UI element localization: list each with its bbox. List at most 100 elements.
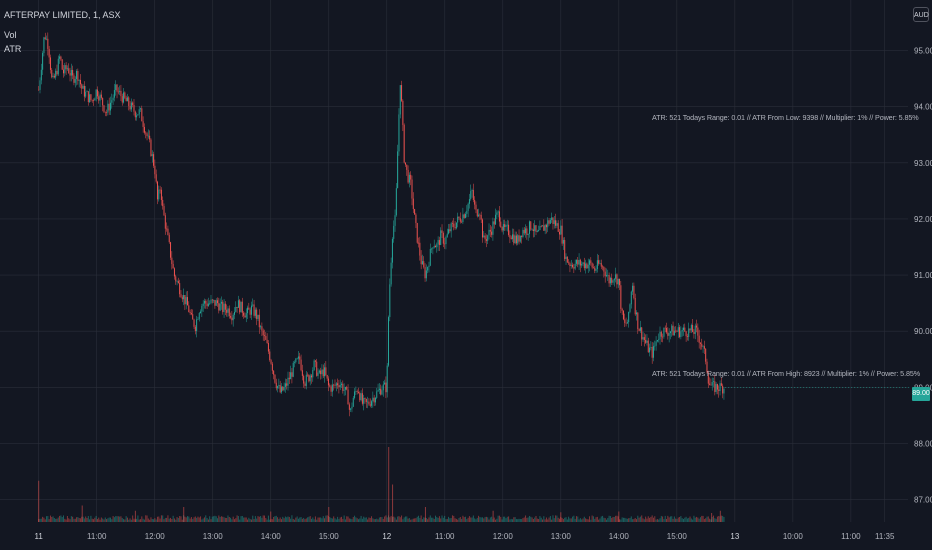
volume-bar xyxy=(637,515,639,522)
volume-bar xyxy=(59,515,61,522)
candle-body xyxy=(512,234,514,240)
candle-body xyxy=(446,233,448,238)
candle-body xyxy=(309,375,311,382)
volume-bar xyxy=(100,517,102,522)
volume-bar xyxy=(126,517,128,522)
candle-body xyxy=(113,90,115,98)
candle-body xyxy=(335,383,337,386)
volume-bar xyxy=(595,517,597,522)
candle-body xyxy=(698,335,700,343)
candle-body xyxy=(450,223,452,232)
candle-body xyxy=(522,229,524,237)
volume-bar xyxy=(467,517,469,522)
time-axis[interactable]: 11 11:00 12:00 13:00 14:00 15:00 12 11:00 12:00 1… xyxy=(35,532,895,541)
volume-bar xyxy=(404,516,406,522)
candle-body xyxy=(235,306,237,312)
volume-bar xyxy=(301,518,303,522)
candle-body xyxy=(90,94,92,100)
volume-bar xyxy=(596,516,598,522)
candle-body xyxy=(166,228,168,230)
volume-bar xyxy=(48,519,50,522)
candle-body xyxy=(461,221,463,223)
volume-bar xyxy=(615,515,617,522)
volume-bar xyxy=(415,518,417,522)
candle-body xyxy=(57,58,59,75)
volume-bar xyxy=(94,517,96,522)
candle-body xyxy=(283,386,285,391)
candle-body xyxy=(310,375,312,378)
candle-body xyxy=(304,383,306,386)
volume-bar xyxy=(337,516,339,522)
candle-body xyxy=(254,309,256,316)
candle-body xyxy=(639,327,641,331)
volume-bar xyxy=(689,516,691,522)
volume-spike xyxy=(719,510,721,522)
candle-body xyxy=(468,199,470,204)
volume-bar xyxy=(248,517,250,522)
volume-bar xyxy=(586,519,588,522)
candle-body xyxy=(261,326,263,331)
volume-bar xyxy=(629,517,631,522)
candle-body xyxy=(214,299,216,306)
candle-body xyxy=(339,384,341,388)
candle-body xyxy=(620,285,622,309)
volume-bar xyxy=(402,519,404,522)
volume-bar xyxy=(504,516,506,522)
candle-body xyxy=(566,256,568,263)
volume-bar xyxy=(355,517,357,522)
candle-body xyxy=(279,385,281,393)
volume-bar xyxy=(446,518,448,522)
candle-body xyxy=(65,65,67,70)
candle-body xyxy=(710,384,712,386)
currency-button[interactable]: AUD xyxy=(913,7,929,22)
candle-body xyxy=(43,37,45,54)
volume-bar xyxy=(333,516,335,522)
candle-body xyxy=(467,203,469,211)
volume-bar xyxy=(320,517,322,522)
volume-bar xyxy=(309,516,311,522)
volume-bar xyxy=(265,517,267,522)
candle-body xyxy=(338,385,340,388)
volume-bar xyxy=(56,518,58,522)
candle-body xyxy=(162,199,164,207)
volume-bar xyxy=(668,517,670,522)
candle-body xyxy=(44,37,46,40)
candle-body xyxy=(158,189,160,200)
volume-bar xyxy=(60,515,62,522)
candle-body xyxy=(317,372,319,376)
volume-bar xyxy=(448,516,450,522)
candle-body xyxy=(354,391,356,398)
candle-body xyxy=(104,111,106,113)
x-tick-label: 13 xyxy=(730,532,739,541)
candle-body xyxy=(39,80,41,90)
volume-bar xyxy=(236,515,238,522)
candle-body xyxy=(321,369,323,375)
symbol-legend[interactable]: AFTERPAY LIMITED, 1, ASX xyxy=(4,10,121,20)
candle-body xyxy=(87,91,89,103)
candle-body xyxy=(497,211,499,213)
candle-body xyxy=(252,304,254,306)
candle-body xyxy=(107,103,109,113)
volume-bar xyxy=(120,516,122,522)
candle-body xyxy=(549,219,551,224)
candle-body xyxy=(540,226,542,227)
candle-body xyxy=(664,327,666,329)
volume-bar xyxy=(78,517,80,522)
atr-legend[interactable]: ATR xyxy=(4,44,22,54)
volume-bar xyxy=(76,517,78,522)
volume-bar xyxy=(153,519,155,522)
volume-legend[interactable]: Vol xyxy=(4,30,17,40)
volume-bar xyxy=(622,517,624,522)
candle-body xyxy=(206,303,208,307)
volume-bar xyxy=(649,517,651,522)
volume-bar xyxy=(646,518,648,522)
candle-body xyxy=(267,343,269,352)
volume-bar xyxy=(472,515,474,522)
candle-body xyxy=(415,214,417,223)
volume-bar xyxy=(525,515,527,522)
volume-bar xyxy=(395,519,397,522)
volume-bar xyxy=(295,517,297,522)
candle-body xyxy=(711,382,713,386)
candle-body xyxy=(589,260,591,265)
